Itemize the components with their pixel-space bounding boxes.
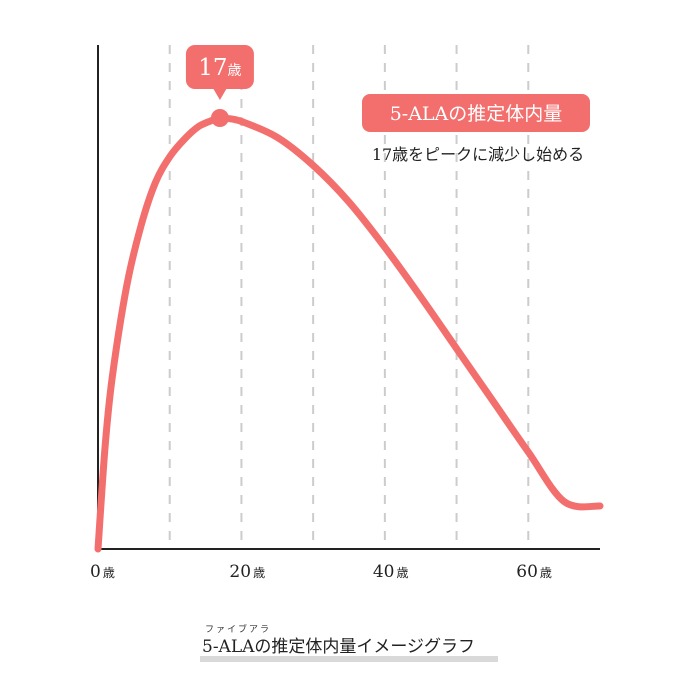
peak-point: [210, 109, 229, 127]
peak-age: 17: [198, 55, 227, 81]
peak-callout-box: [185, 45, 254, 89]
chart-subtitle: 17歳をピークに減少し始める: [372, 145, 584, 164]
peak-callout: 17歳: [185, 45, 254, 100]
chart: 0 歳 20 歳 40 歳 60 歳 17歳 5-ALAの推定体内量 17歳をピークに減少し始…: [90, 45, 604, 582]
chart-title: 5-ALAの推定体内量: [390, 103, 563, 125]
caption-text: 5-ALAの推定体内量イメージグラフ: [202, 637, 476, 657]
peak-callout-label: 17歳: [198, 55, 241, 81]
x-tick-label: 20 歳: [229, 562, 265, 582]
grid-lines: [168, 45, 530, 549]
caption-underline: [200, 656, 498, 662]
axes: [97, 45, 600, 550]
x-tick-label: 40 歳: [373, 562, 409, 582]
x-tick-labels: 0 歳 20 歳 40 歳 60 歳: [90, 562, 552, 582]
caption-ruby: ファイブアラ: [205, 625, 272, 635]
peak-callout-pointer: [212, 88, 227, 100]
title-badge-box: [362, 94, 590, 132]
series-line: [94, 114, 604, 553]
peak-age-unit: 歳: [228, 63, 242, 79]
title-badge: 5-ALAの推定体内量: [362, 94, 590, 132]
x-tick-label: 60 歳: [516, 562, 552, 582]
